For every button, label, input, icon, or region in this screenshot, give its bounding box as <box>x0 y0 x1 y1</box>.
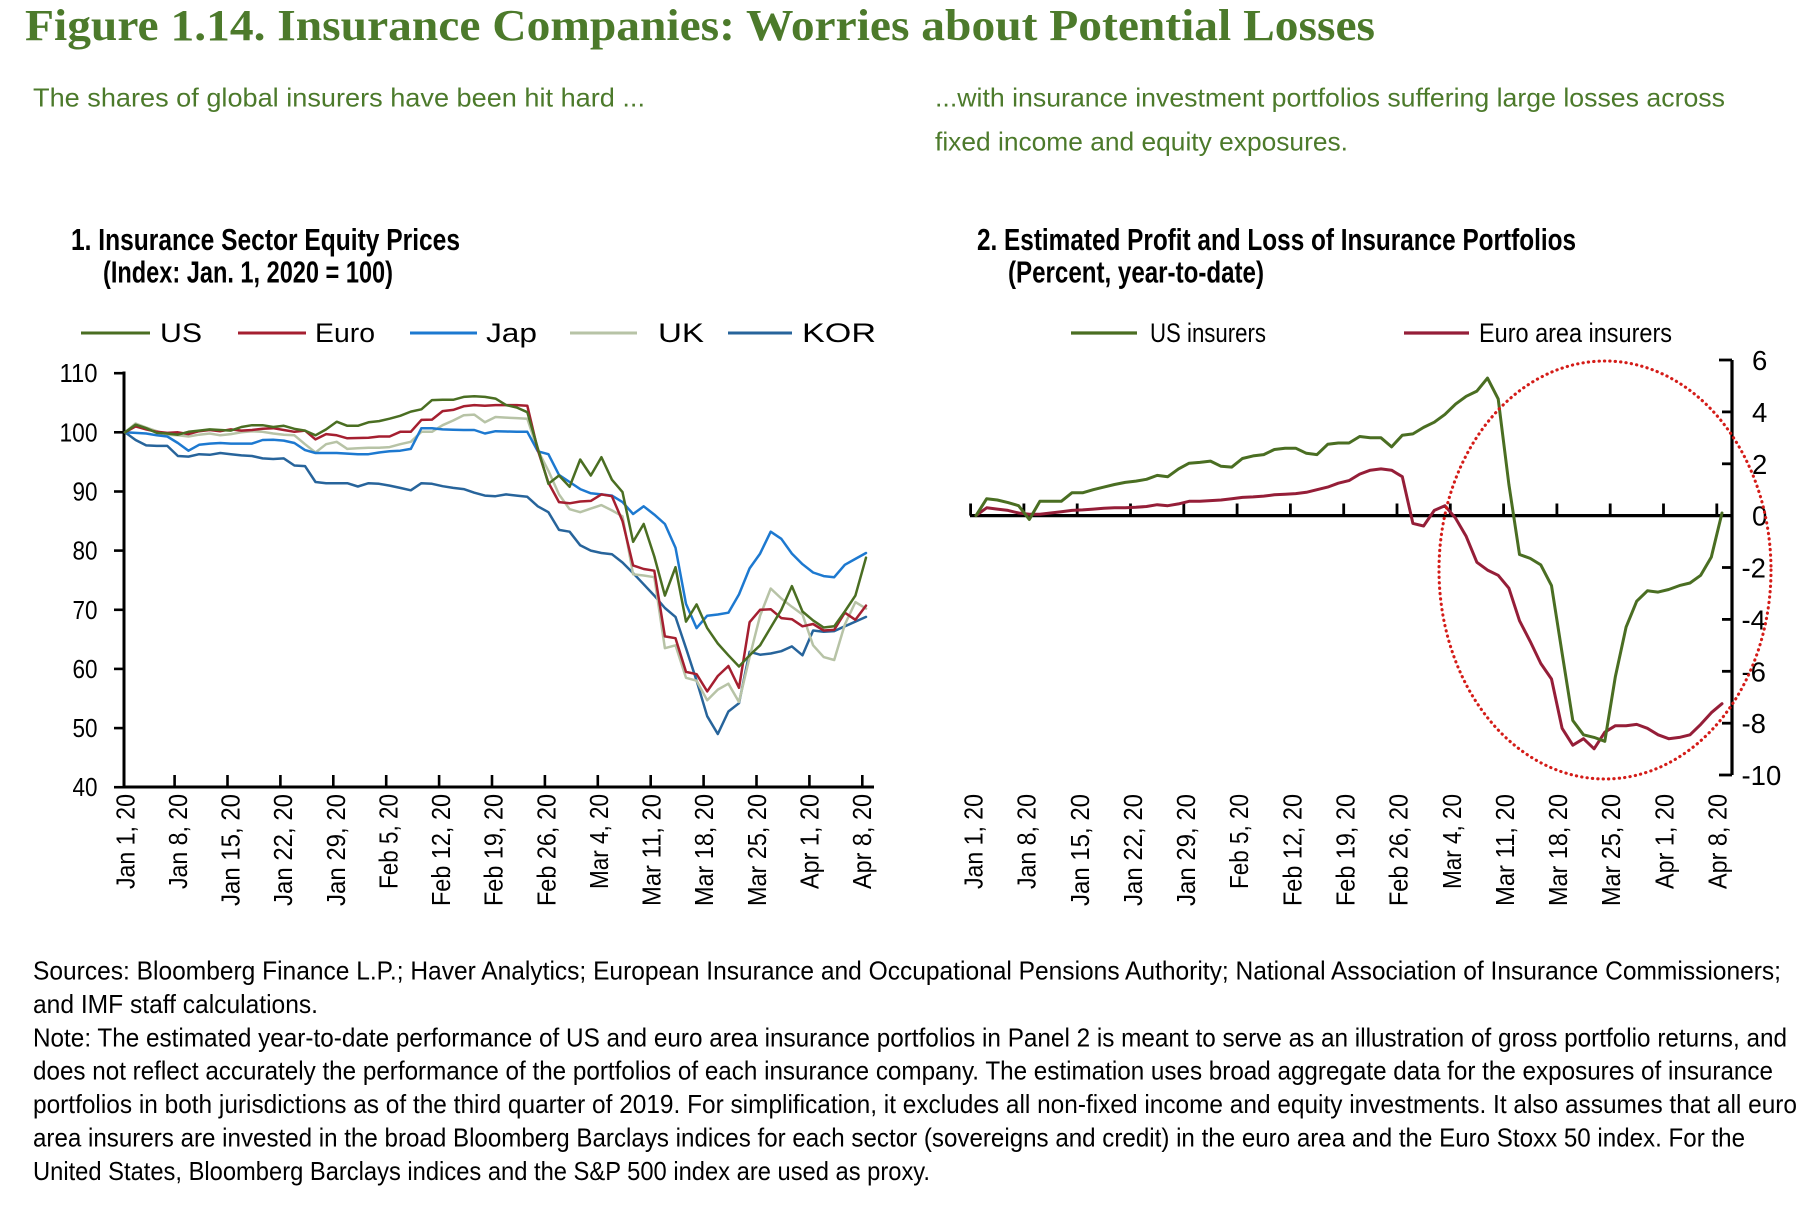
svg-text:...with insurance investment p: ...with insurance investment portfolios … <box>935 83 1725 113</box>
svg-text:Jap: Jap <box>486 318 537 348</box>
svg-text:KOR: KOR <box>802 318 876 348</box>
svg-text:Mar 18, 20: Mar 18, 20 <box>1543 794 1573 906</box>
svg-text:Jan 22, 20: Jan 22, 20 <box>268 794 298 906</box>
svg-text:4: 4 <box>1752 397 1767 428</box>
svg-text:Jan 8, 20: Jan 8, 20 <box>163 794 193 889</box>
svg-text:Jan 29, 20: Jan 29, 20 <box>1171 794 1201 906</box>
svg-text:Euro area insurers: Euro area insurers <box>1479 318 1672 348</box>
svg-text:Jan 22, 20: Jan 22, 20 <box>1118 794 1148 906</box>
svg-text:-2: -2 <box>1742 553 1766 584</box>
svg-text:Apr 1, 20: Apr 1, 20 <box>1649 794 1679 889</box>
svg-text:Jan 1, 20: Jan 1, 20 <box>959 794 989 889</box>
svg-text:110: 110 <box>60 358 98 388</box>
svg-text:Mar 11, 20: Mar 11, 20 <box>1490 794 1520 906</box>
svg-text:does not reflect accurately t: does not reflect accurately the performa… <box>33 1056 1773 1086</box>
svg-text:Euro: Euro <box>315 318 375 348</box>
svg-text:Mar 4, 20: Mar 4, 20 <box>584 794 614 889</box>
svg-text:Apr 8, 20: Apr 8, 20 <box>1703 794 1733 889</box>
svg-text:Mar 11, 20: Mar 11, 20 <box>637 794 667 906</box>
svg-text:100: 100 <box>60 417 98 447</box>
svg-text:Jan 15, 20: Jan 15, 20 <box>216 794 246 906</box>
svg-text:Apr 8, 20: Apr 8, 20 <box>847 794 877 889</box>
svg-text:US insurers: US insurers <box>1150 318 1266 348</box>
svg-text:fixed income and equity exposu: fixed income and equity exposures. <box>935 127 1348 157</box>
svg-text:US: US <box>160 318 202 348</box>
svg-text:Jan 15, 20: Jan 15, 20 <box>1065 794 1095 906</box>
svg-text:Jan 8, 20: Jan 8, 20 <box>1012 794 1042 889</box>
svg-text:portfolios in both jurisdictio: portfolios in both jurisdictions as of t… <box>33 1089 1797 1119</box>
svg-text:Feb 5, 20: Feb 5, 20 <box>1224 794 1254 889</box>
svg-text:Sources: Bloomberg Finance L.P: Sources: Bloomberg Finance L.P.; Haver A… <box>33 956 1781 986</box>
svg-text:Note: The estimated year-to-da: Note: The estimated year-to-date perform… <box>33 1022 1787 1052</box>
svg-text:Feb 19, 20: Feb 19, 20 <box>1331 794 1361 906</box>
svg-text:Mar 18, 20: Mar 18, 20 <box>689 794 719 906</box>
svg-text:and IMF staff calculations.: and IMF staff calculations. <box>33 989 318 1019</box>
svg-text:Feb 26, 20: Feb 26, 20 <box>531 794 561 906</box>
svg-text:90: 90 <box>73 477 98 507</box>
svg-text:50: 50 <box>73 713 98 743</box>
svg-text:1. Insurance Sector Equity Pri: 1. Insurance Sector Equity Prices <box>71 222 460 257</box>
svg-text:Figure 1.14. Insurance Compani: Figure 1.14. Insurance Companies: Worrie… <box>25 1 1375 50</box>
svg-text:Apr 1, 20: Apr 1, 20 <box>795 794 825 889</box>
svg-text:Feb 12, 20: Feb 12, 20 <box>426 794 456 906</box>
svg-text:Mar 4, 20: Mar 4, 20 <box>1437 794 1467 889</box>
svg-text:UK: UK <box>658 318 704 348</box>
svg-text:-4: -4 <box>1742 604 1766 635</box>
svg-text:-6: -6 <box>1742 656 1766 687</box>
svg-text:Mar 25, 20: Mar 25, 20 <box>1596 794 1626 906</box>
svg-text:Jan 1, 20: Jan 1, 20 <box>110 794 140 889</box>
svg-text:area insurers are invested in: area insurers are invested in the broad … <box>33 1123 1745 1153</box>
svg-text:United States, Bloomberg Barcl: United States, Bloomberg Barclays indice… <box>33 1156 930 1186</box>
svg-text:2. Estimated Profit and Loss o: 2. Estimated Profit and Loss of Insuranc… <box>977 222 1576 257</box>
svg-text:70: 70 <box>73 595 98 625</box>
svg-text:Feb 5, 20: Feb 5, 20 <box>374 794 404 889</box>
svg-text:60: 60 <box>73 654 98 684</box>
svg-text:Mar 25, 20: Mar 25, 20 <box>742 794 772 906</box>
svg-text:80: 80 <box>73 536 98 566</box>
svg-text:Feb 19, 20: Feb 19, 20 <box>479 794 509 906</box>
svg-text:-8: -8 <box>1742 708 1766 739</box>
svg-text:Feb 26, 20: Feb 26, 20 <box>1384 794 1414 906</box>
svg-text:Jan 29, 20: Jan 29, 20 <box>321 794 351 906</box>
svg-text:2: 2 <box>1752 449 1767 480</box>
svg-text:40: 40 <box>73 772 98 802</box>
svg-text:Feb 12, 20: Feb 12, 20 <box>1277 794 1307 906</box>
svg-text:-10: -10 <box>1742 760 1782 791</box>
svg-text:6: 6 <box>1752 345 1767 376</box>
svg-text:(Index: Jan. 1, 2020 = 100): (Index: Jan. 1, 2020 = 100) <box>103 255 393 290</box>
svg-text:(Percent, year-to-date): (Percent, year-to-date) <box>1008 255 1264 290</box>
svg-text:The shares of global insurers: The shares of global insurers have been … <box>33 83 645 113</box>
